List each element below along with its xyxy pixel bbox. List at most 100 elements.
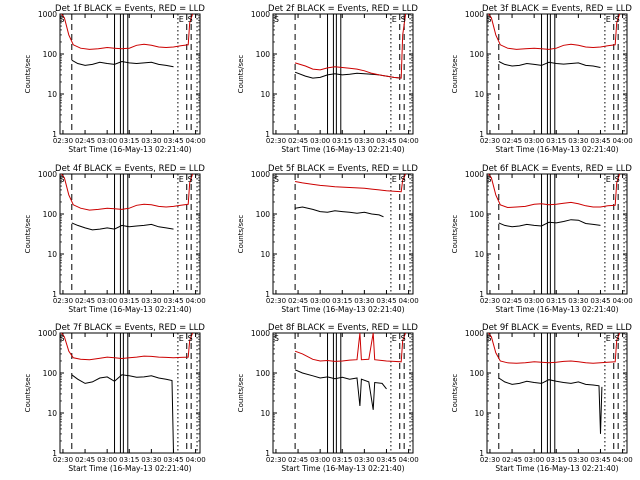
x-tick-label: 03:15 [119,456,139,464]
series-lld [295,173,407,193]
marker-e: E [392,334,397,343]
marker-s: S [615,175,620,184]
y-tick-label: 1000 [465,10,484,19]
plot-frame [272,332,414,454]
y-tick-label: 1000 [38,329,57,338]
y-tick-label: 10 [474,409,484,418]
series-lld [61,13,194,50]
series-lld [61,173,194,211]
plot-frame [59,173,201,295]
x-tick-label: 03:00 [524,297,544,305]
x-tick-label: 04:00 [398,456,418,464]
y-tick-label: 1000 [465,329,484,338]
x-tick-label: 02:30 [266,456,286,464]
plot-frame [272,13,414,135]
y-tick-label: 100 [43,210,58,219]
marker-e: E [606,15,611,24]
x-tick-label: 02:45 [288,137,308,145]
y-tick-label: 1 [52,290,57,299]
x-tick-label: 02:30 [266,137,286,145]
panel-title: Det 3f BLACK = Events, RED = LLD [482,4,632,14]
panel-9: Det 9f BLACK = Events, RED = LLD 1 10 100 10… [451,323,633,473]
marker-s: S [401,15,406,24]
y-tick-label: 100 [256,50,271,59]
y-tick-label: 10 [474,90,484,99]
plot-frame [486,332,628,454]
marker-s: S [188,334,193,343]
y-tick-label: 100 [256,210,271,219]
x-tick-label: 03:00 [310,137,330,145]
x-axis-label: Start Time (16-May-13 02:21:40) [495,464,618,473]
panel-title: Det 6f BLACK = Events, RED = LLD [482,164,632,174]
x-axis-label: Start Time (16-May-13 02:21:40) [281,464,404,473]
plot-frame [59,332,201,454]
x-tick-label: 02:45 [288,456,308,464]
series-events [294,369,387,410]
marker-s: S [486,334,491,343]
y-tick-label: 10 [47,409,57,418]
x-tick-label: 03:00 [310,456,330,464]
x-tick-label: 04:00 [398,297,418,305]
marker-s: S [59,175,64,184]
x-tick-label: 02:30 [53,456,73,464]
y-tick-label: 10 [47,90,57,99]
x-axis-label: Start Time (16-May-13 02:21:40) [281,305,404,314]
y-tick-label: 10 [47,250,57,259]
series-events [498,61,601,68]
x-tick-label: 04:00 [185,297,205,305]
x-axis-label: Start Time (16-May-13 02:21:40) [68,464,191,473]
y-tick-label: 1000 [251,10,270,19]
y-tick-label: 10 [260,250,270,259]
x-tick-label: 04:00 [612,456,632,464]
y-axis-label: Counts/sec [237,55,245,94]
plot-frame [59,13,201,135]
series-events [294,71,402,79]
marker-e: E [179,334,184,343]
panel-4: Det 4f BLACK = Events, RED = LLD 1 10 100 10… [24,164,206,314]
x-tick-label: 03:15 [546,456,566,464]
panel-3: Det 3f BLACK = Events, RED = LLD 1 10 100 10… [451,4,633,154]
x-tick-label: 03:00 [524,456,544,464]
y-tick-label: 1 [265,290,270,299]
panel-title: Det 1f BLACK = Events, RED = LLD [55,4,205,14]
y-tick-label: 10 [260,90,270,99]
y-tick-label: 1 [265,449,270,458]
y-tick-label: 10 [260,409,270,418]
y-axis-label: Counts/sec [237,374,245,413]
y-axis-label: Counts/sec [451,55,459,94]
series-events [498,377,603,434]
panel-5: Det 5f BLACK = Events, RED = LLD 1 10 100 10… [237,164,419,314]
x-tick-label: 03:30 [568,297,588,305]
y-tick-label: 1 [52,130,57,139]
y-tick-label: 100 [470,210,485,219]
marker-s: S [188,175,193,184]
x-tick-label: 02:30 [480,137,500,145]
x-tick-label: 02:45 [75,137,95,145]
x-tick-label: 03:00 [310,297,330,305]
series-lld [61,332,194,361]
x-tick-label: 03:45 [590,137,610,145]
x-tick-label: 03:15 [546,137,566,145]
x-tick-label: 03:45 [163,137,183,145]
series-events [71,222,174,231]
y-tick-label: 100 [256,369,271,378]
marker-s: S [615,334,620,343]
series-lld [488,13,621,50]
marker-s: S [274,15,279,24]
panel-7: Det 7f BLACK = Events, RED = LLD 1 10 100 10… [24,323,206,473]
x-axis-label: Start Time (16-May-13 02:21:40) [68,145,191,154]
x-axis-label: Start Time (16-May-13 02:21:40) [495,305,618,314]
marker-s: S [486,175,491,184]
x-tick-label: 03:45 [163,297,183,305]
plot-frame [486,13,628,135]
y-tick-label: 1000 [465,170,484,179]
marker-s: S [59,15,64,24]
panel-title: Det 5f BLACK = Events, RED = LLD [268,164,418,174]
y-axis-label: Counts/sec [24,374,32,413]
x-tick-label: 03:30 [568,456,588,464]
x-tick-label: 04:00 [185,456,205,464]
x-tick-label: 02:30 [53,297,73,305]
y-tick-label: 1 [479,290,484,299]
x-tick-label: 03:15 [119,137,139,145]
series-lld [488,173,621,209]
